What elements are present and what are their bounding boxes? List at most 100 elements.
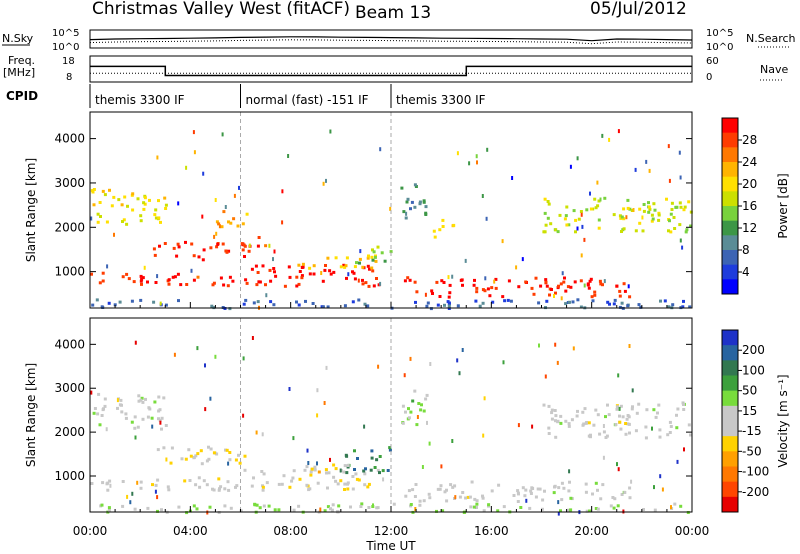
- velocity-cell: [481, 496, 485, 500]
- velocity-cell: [388, 448, 392, 452]
- velocity-colorbar-tick-label: -100: [742, 465, 769, 479]
- velocity-cell: [223, 504, 227, 508]
- power-cell: [122, 218, 126, 222]
- power-cell: [652, 202, 656, 206]
- velocity-cell: [150, 416, 154, 420]
- velocity-cell: [642, 508, 645, 511]
- velocity-cell: [228, 458, 232, 462]
- velocity-cell: [267, 504, 271, 508]
- velocity-cell: [252, 476, 255, 480]
- power-noise-cell: [596, 180, 599, 185]
- velocity-cell: [413, 389, 417, 393]
- power-noise-cell: [521, 257, 524, 262]
- power-cell: [597, 226, 601, 230]
- power-cell: [139, 214, 143, 218]
- velocity-noise-cell: [618, 406, 621, 411]
- power-noise-cell: [493, 279, 496, 284]
- power-cell: [91, 303, 95, 307]
- power-cell: [642, 203, 646, 206]
- velocity-cell: [519, 506, 523, 509]
- velocity-cell: [407, 489, 411, 493]
- velocity-cell: [543, 489, 546, 493]
- power-cell: [689, 210, 693, 214]
- power-cell: [431, 292, 434, 295]
- power-cell: [163, 242, 167, 245]
- velocity-cell: [676, 407, 680, 411]
- velocity-noise-cell: [134, 340, 137, 345]
- power-cell: [121, 275, 125, 279]
- velocity-cell: [598, 432, 602, 436]
- power-cell: [507, 279, 511, 283]
- velocity-cell: [601, 483, 605, 487]
- velocity-noise-cell: [557, 500, 560, 505]
- power-cell: [440, 279, 444, 283]
- velocity-cell: [342, 470, 346, 474]
- velocity-cell: [308, 487, 312, 491]
- power-cell: [544, 278, 548, 282]
- power-cell: [574, 230, 577, 234]
- velocity-cell: [148, 407, 152, 411]
- x-tick-label: 16:00: [474, 524, 509, 538]
- power-cell: [126, 204, 129, 208]
- power-cell: [579, 279, 583, 283]
- power-cell: [641, 229, 645, 233]
- power-noise-cell: [379, 147, 382, 152]
- power-cell: [433, 235, 437, 239]
- power-noise-cell: [106, 264, 109, 269]
- power-cell: [364, 281, 368, 285]
- power-noise-cell: [238, 185, 240, 190]
- power-cell: [154, 208, 158, 212]
- velocity-cell: [184, 457, 188, 461]
- power-cell: [228, 307, 232, 311]
- velocity-cell: [436, 487, 440, 491]
- power-noise-cell: [475, 154, 478, 159]
- power-cell: [380, 251, 384, 255]
- velocity-cell: [634, 429, 638, 433]
- velocity-cell: [420, 403, 423, 407]
- power-noise-cell: [447, 275, 450, 280]
- power-cell: [669, 212, 673, 216]
- power-cell: [112, 195, 116, 199]
- power-cell: [163, 196, 167, 200]
- power-cell: [572, 209, 576, 213]
- power-cell: [647, 205, 651, 209]
- power-cell: [110, 204, 114, 208]
- velocity-cell: [575, 414, 579, 418]
- velocity-noise-cell: [631, 388, 634, 393]
- power-cell: [564, 289, 568, 293]
- power-cell: [113, 303, 117, 307]
- velocity-cell: [451, 485, 455, 489]
- velocity-cell: [554, 419, 557, 423]
- power-cell: [164, 203, 168, 207]
- power-cell: [123, 195, 127, 199]
- velocity-cell: [339, 479, 343, 483]
- power-cell: [142, 201, 146, 205]
- velocity-cell: [346, 487, 350, 491]
- velocity-cell: [584, 421, 588, 425]
- velocity-cell: [219, 485, 223, 489]
- velocity-cell: [587, 421, 591, 425]
- power-cell: [494, 286, 498, 290]
- velocity-cell: [407, 407, 410, 411]
- velocity-colorbar-swatch: [722, 390, 738, 407]
- power-cells: [90, 129, 693, 311]
- power-cell: [670, 201, 674, 205]
- velocity-cell: [97, 392, 101, 396]
- power-cell: [264, 244, 268, 248]
- velocity-cell: [334, 467, 338, 471]
- velocity-cell: [205, 483, 209, 487]
- velocity-cell: [357, 478, 361, 482]
- power-cell: [232, 217, 236, 221]
- power-cell: [295, 275, 299, 279]
- velocity-cell: [170, 446, 174, 450]
- velocity-cell: [628, 431, 631, 435]
- velocity-cell: [619, 427, 623, 431]
- velocity-cell: [541, 498, 545, 502]
- velocity-colorbar-tick-label: -15: [742, 424, 762, 438]
- power-cell: [143, 196, 147, 200]
- velocity-noise-cell: [502, 360, 505, 365]
- power-cell: [447, 295, 451, 299]
- power-cell: [565, 205, 569, 209]
- power-cell: [648, 207, 652, 211]
- velocity-cell: [146, 506, 150, 510]
